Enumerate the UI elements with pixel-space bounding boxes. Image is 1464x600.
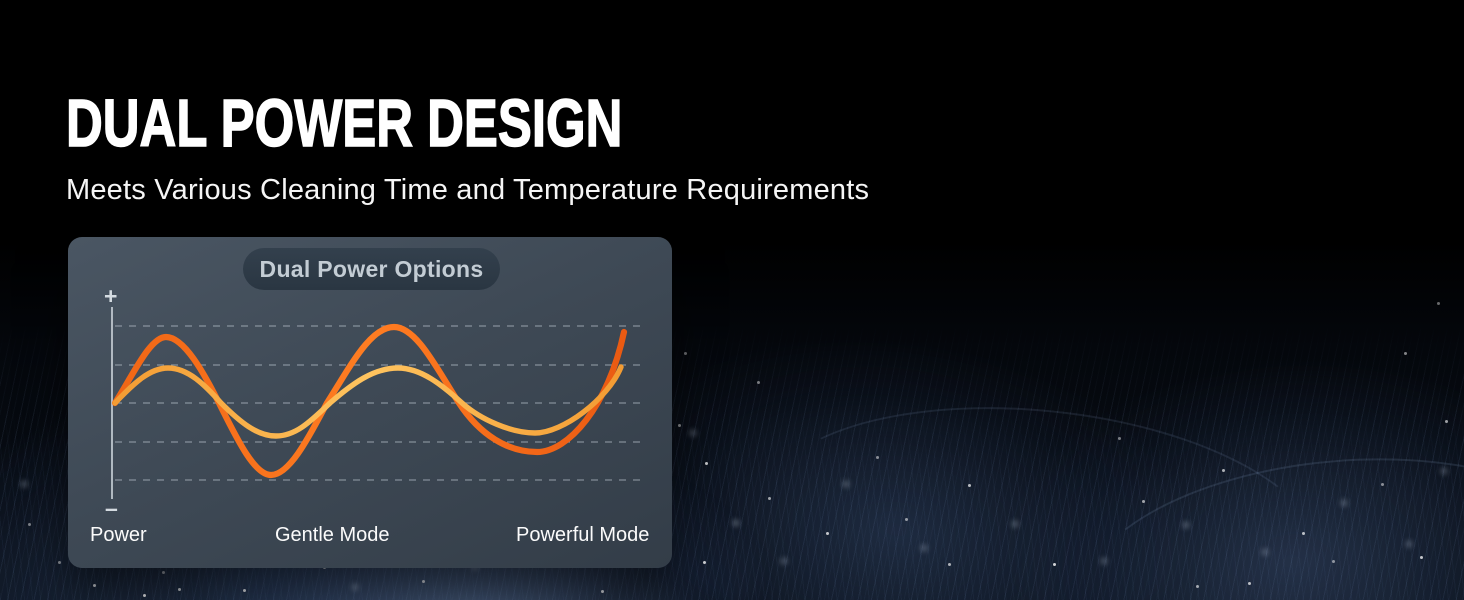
page-title: DUAL POWER DESIGN xyxy=(65,86,623,161)
y-axis-minus-marker: – xyxy=(105,495,118,521)
y-axis-plus-marker: + xyxy=(104,283,118,309)
powerful-mode-curve xyxy=(111,323,628,479)
dual-power-chart-panel: Dual Power Options + – xyxy=(68,237,672,568)
gentle-mode-curve xyxy=(112,364,624,439)
bokeh-dots xyxy=(0,0,3,3)
chart-title-pill: Dual Power Options xyxy=(243,248,500,290)
gridlines xyxy=(115,325,640,481)
chart-title: Dual Power Options xyxy=(259,255,484,282)
page-subtitle: Meets Various Cleaning Time and Temperat… xyxy=(66,174,870,206)
power-wave-chart xyxy=(111,307,640,499)
